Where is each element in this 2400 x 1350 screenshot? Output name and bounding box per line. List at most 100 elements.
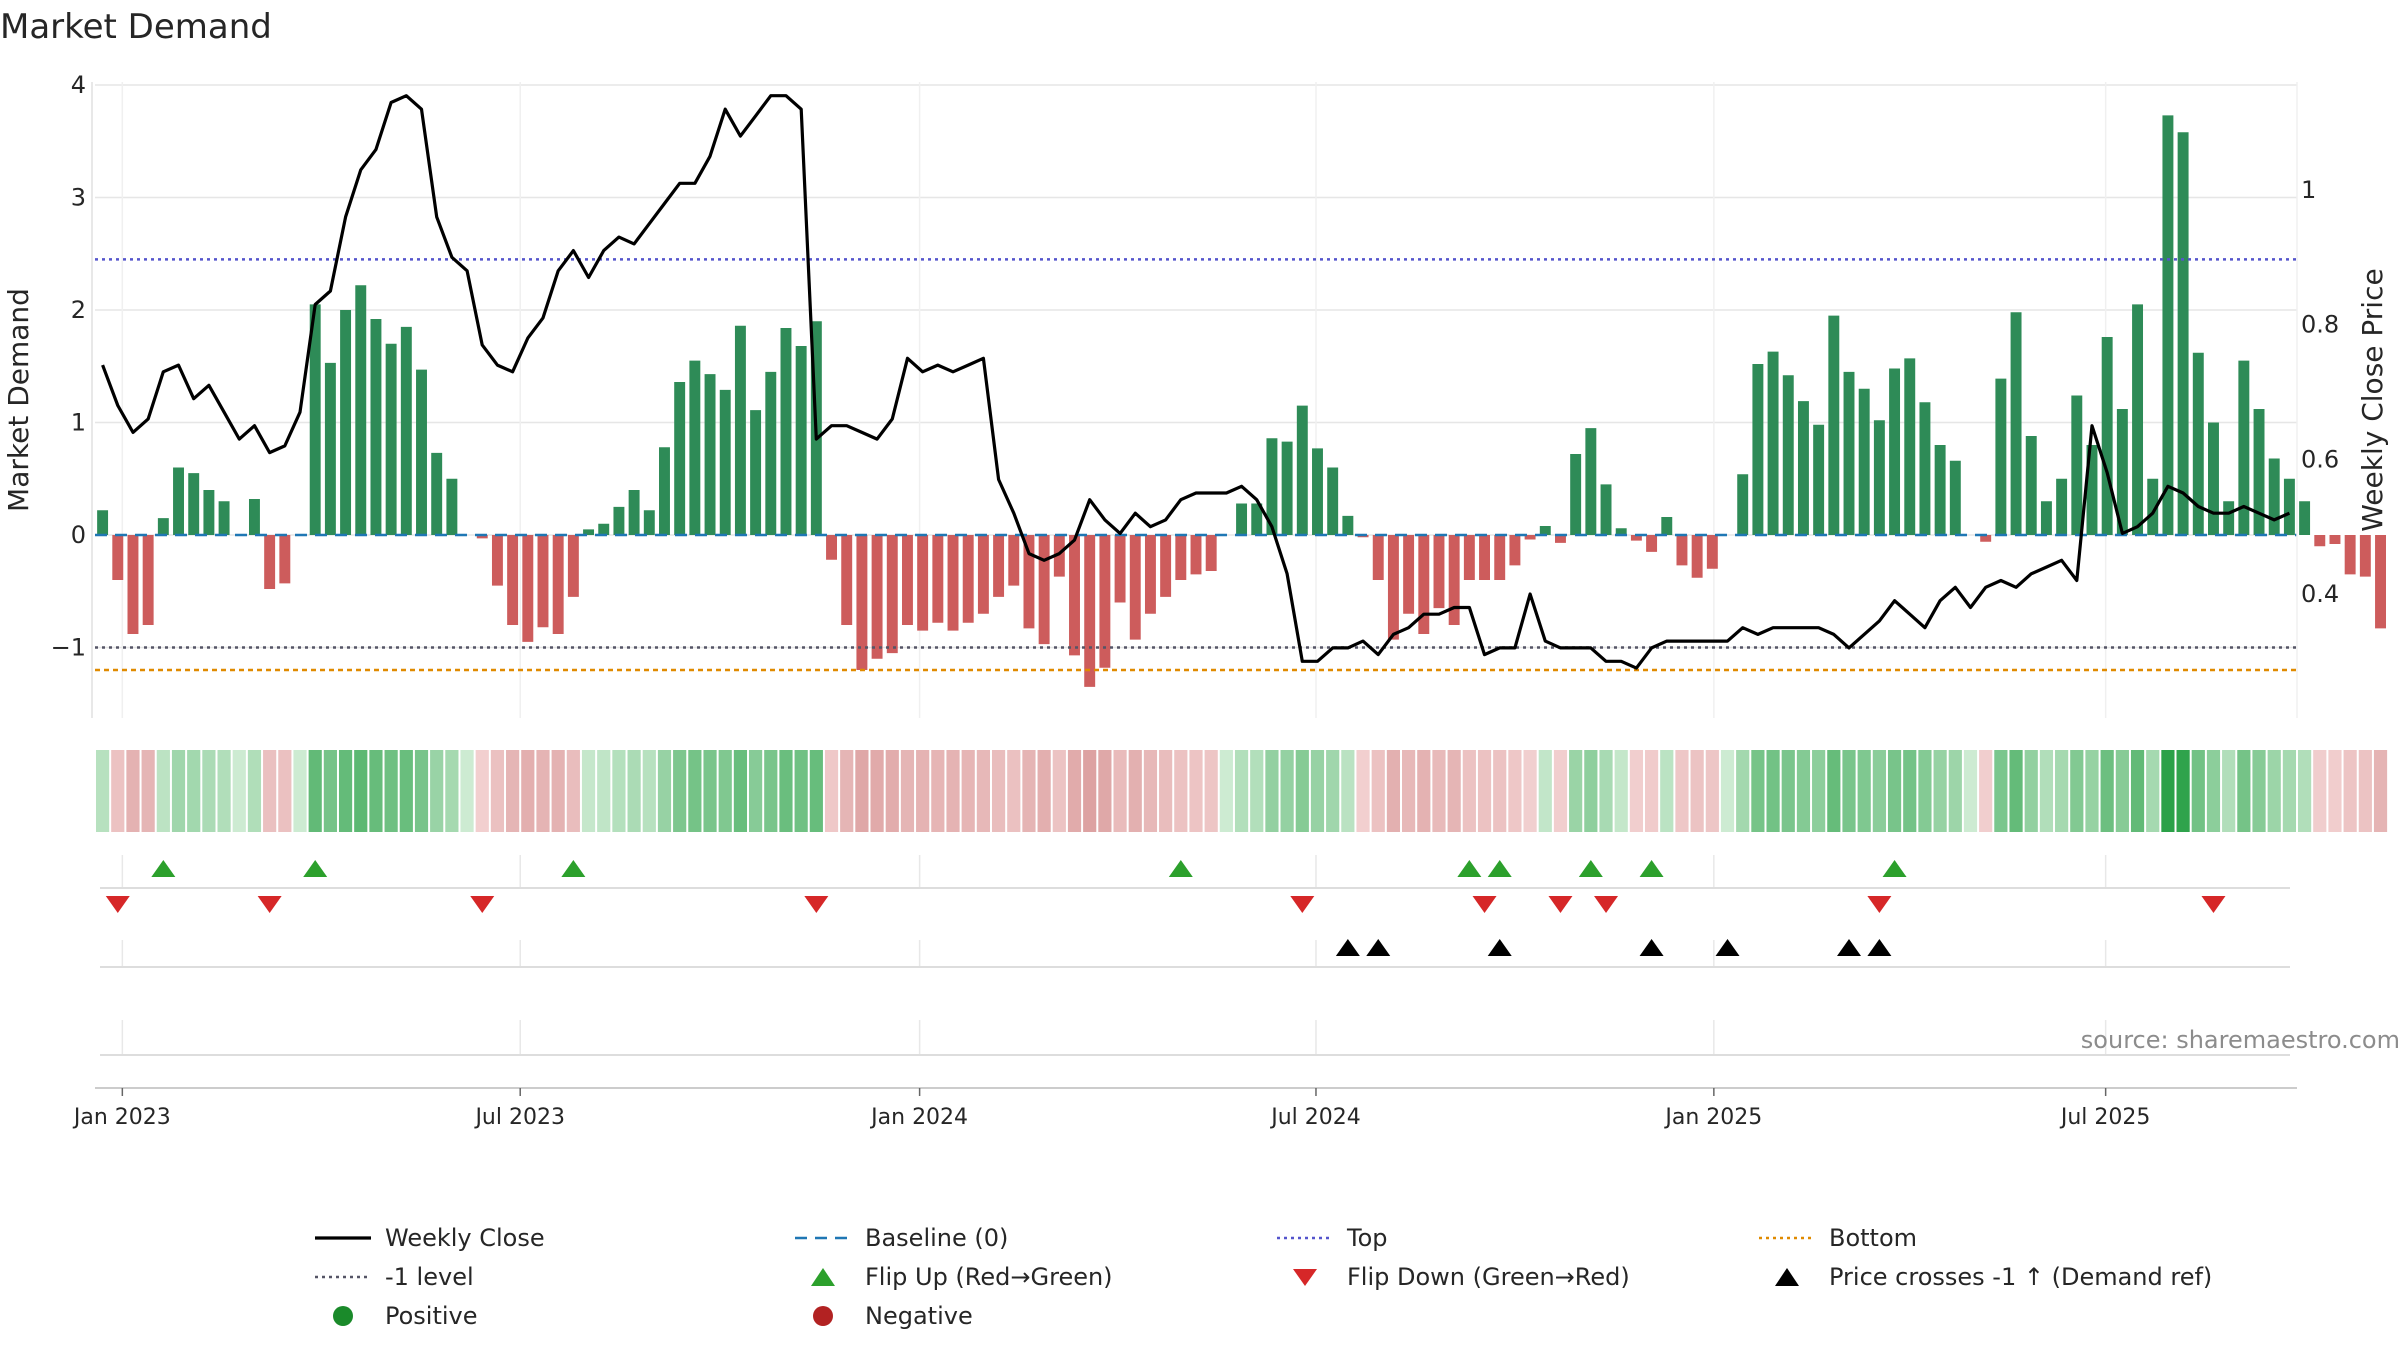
legend-swatch xyxy=(333,1306,353,1326)
demand-bar-positive xyxy=(1600,484,1612,535)
heat-strip-cell xyxy=(2115,750,2129,832)
heat-strip-cell xyxy=(1857,750,1871,832)
y-tick-label: 3 xyxy=(71,184,86,212)
heat-strip-cell xyxy=(1417,750,1431,832)
price-cross-marker xyxy=(1366,939,1391,956)
flip-down-marker xyxy=(1594,896,1619,913)
source-text: source: sharemaestro.com xyxy=(2081,1026,2400,1054)
heat-strip-cell xyxy=(1796,750,1811,832)
heat-strip-cell xyxy=(1948,750,1962,832)
legend-label: Weekly Close xyxy=(385,1224,545,1252)
heat-strip-cell xyxy=(2237,750,2251,832)
y-tick-label: 1 xyxy=(71,409,86,437)
demand-bar-positive xyxy=(780,328,792,535)
heat-strip-cell xyxy=(536,750,550,832)
heat-strip-cell xyxy=(2070,750,2084,832)
demand-bar-negative xyxy=(1676,535,1688,566)
demand-bar-positive xyxy=(643,510,655,535)
demand-bar-negative xyxy=(1479,535,1491,580)
flip-down-marker xyxy=(1548,896,1573,913)
demand-bar-positive xyxy=(659,447,670,535)
demand-bar-negative xyxy=(1372,535,1384,580)
heat-strip-cell xyxy=(1933,750,1947,832)
heat-strip-cell xyxy=(399,750,413,832)
heat-strip-cell xyxy=(247,750,262,832)
heat-strip-cell xyxy=(1705,750,1719,832)
demand-bar-positive xyxy=(719,389,731,535)
heat-strip-cell xyxy=(2100,750,2114,832)
heat-strip-cell xyxy=(2146,750,2160,832)
heat-strip-cell xyxy=(1872,750,1886,832)
demand-bar-positive xyxy=(734,325,746,535)
demand-bar-negative xyxy=(1403,535,1415,614)
heat-strip-cell xyxy=(1250,750,1264,832)
demand-bar-negative xyxy=(476,535,488,539)
demand-bar-positive xyxy=(1858,388,1870,535)
demand-bar-positive xyxy=(674,382,686,535)
heat-strip-cell xyxy=(566,750,580,832)
heat-strip-cell xyxy=(475,750,489,832)
legend-label: Bottom xyxy=(1829,1224,1917,1252)
heat-strip-cell xyxy=(1371,750,1385,832)
heat-strip-cell xyxy=(1979,750,1993,832)
heat-strip-cell xyxy=(202,750,216,832)
heat-strip-cell xyxy=(354,750,368,832)
heat-strip-cell xyxy=(1508,750,1522,832)
heat-strip-cell xyxy=(1462,750,1476,832)
heat-strip-cell xyxy=(141,750,155,832)
y2-tick-label: 1 xyxy=(2301,176,2316,204)
demand-bar-positive xyxy=(370,319,382,535)
heat-strip-cell xyxy=(1887,750,1902,832)
demand-bar-positive xyxy=(1661,517,1673,535)
demand-bar-positive xyxy=(1585,428,1597,535)
heat-strip-cell xyxy=(1599,750,1613,832)
legend-label: Price crosses -1 ↑ (Demand ref) xyxy=(1829,1263,2212,1291)
heat-strip-cell xyxy=(1644,750,1659,832)
legend-swatch xyxy=(1775,1268,1799,1286)
demand-bar-positive xyxy=(2177,132,2189,535)
legend-label: Positive xyxy=(385,1302,478,1330)
heat-strip-cell xyxy=(2130,750,2145,832)
demand-bar-positive xyxy=(400,326,412,535)
demand-bar-positive xyxy=(2283,478,2295,535)
heat-strip-cell xyxy=(1189,750,1203,832)
flip-down-marker xyxy=(1867,896,1892,913)
demand-bar-negative xyxy=(1023,535,1035,629)
y2-tick-label: 0.4 xyxy=(2301,580,2339,608)
heat-strip-cell xyxy=(1219,750,1233,832)
heat-strip-cell xyxy=(1067,750,1082,832)
demand-bar-negative xyxy=(947,535,959,631)
demand-bar-negative xyxy=(127,535,139,634)
heat-strip-cell xyxy=(369,750,383,832)
heat-strip-cell xyxy=(976,750,990,832)
legend-item: Top xyxy=(1277,1224,1388,1252)
heat-strip-cell xyxy=(1295,750,1309,832)
demand-bar-negative xyxy=(2344,535,2356,575)
legend-item: Flip Up (Red→Green) xyxy=(811,1263,1113,1291)
heat-strip-cell xyxy=(1614,750,1628,832)
heat-strip-cell xyxy=(2024,750,2038,832)
demand-bar-negative xyxy=(1099,535,1111,668)
heat-strip-cell xyxy=(824,750,839,832)
heat-strip-cell xyxy=(384,750,398,832)
heat-strip-cell xyxy=(187,750,201,832)
demand-bar-negative xyxy=(552,535,564,634)
demand-bar-negative xyxy=(1084,535,1096,687)
heat-strip-cell xyxy=(111,750,125,832)
heat-strip-cell xyxy=(931,750,945,832)
demand-bar-positive xyxy=(1236,503,1248,535)
demand-bar-positive xyxy=(355,285,367,535)
legend-item: Baseline (0) xyxy=(795,1224,1008,1252)
demand-bar-negative xyxy=(537,535,549,628)
heat-strip-cell xyxy=(1675,750,1689,832)
demand-bar-positive xyxy=(416,369,427,535)
heat-strip-cell xyxy=(323,750,337,832)
heat-strip-cell xyxy=(1341,750,1355,832)
demand-bar-positive xyxy=(188,473,200,535)
demand-bar-negative xyxy=(932,535,944,623)
heat-strip-cell xyxy=(1781,750,1795,832)
price-cross-marker xyxy=(1837,939,1862,956)
heat-strip-cell xyxy=(885,750,899,832)
demand-bar-negative xyxy=(1069,535,1080,656)
